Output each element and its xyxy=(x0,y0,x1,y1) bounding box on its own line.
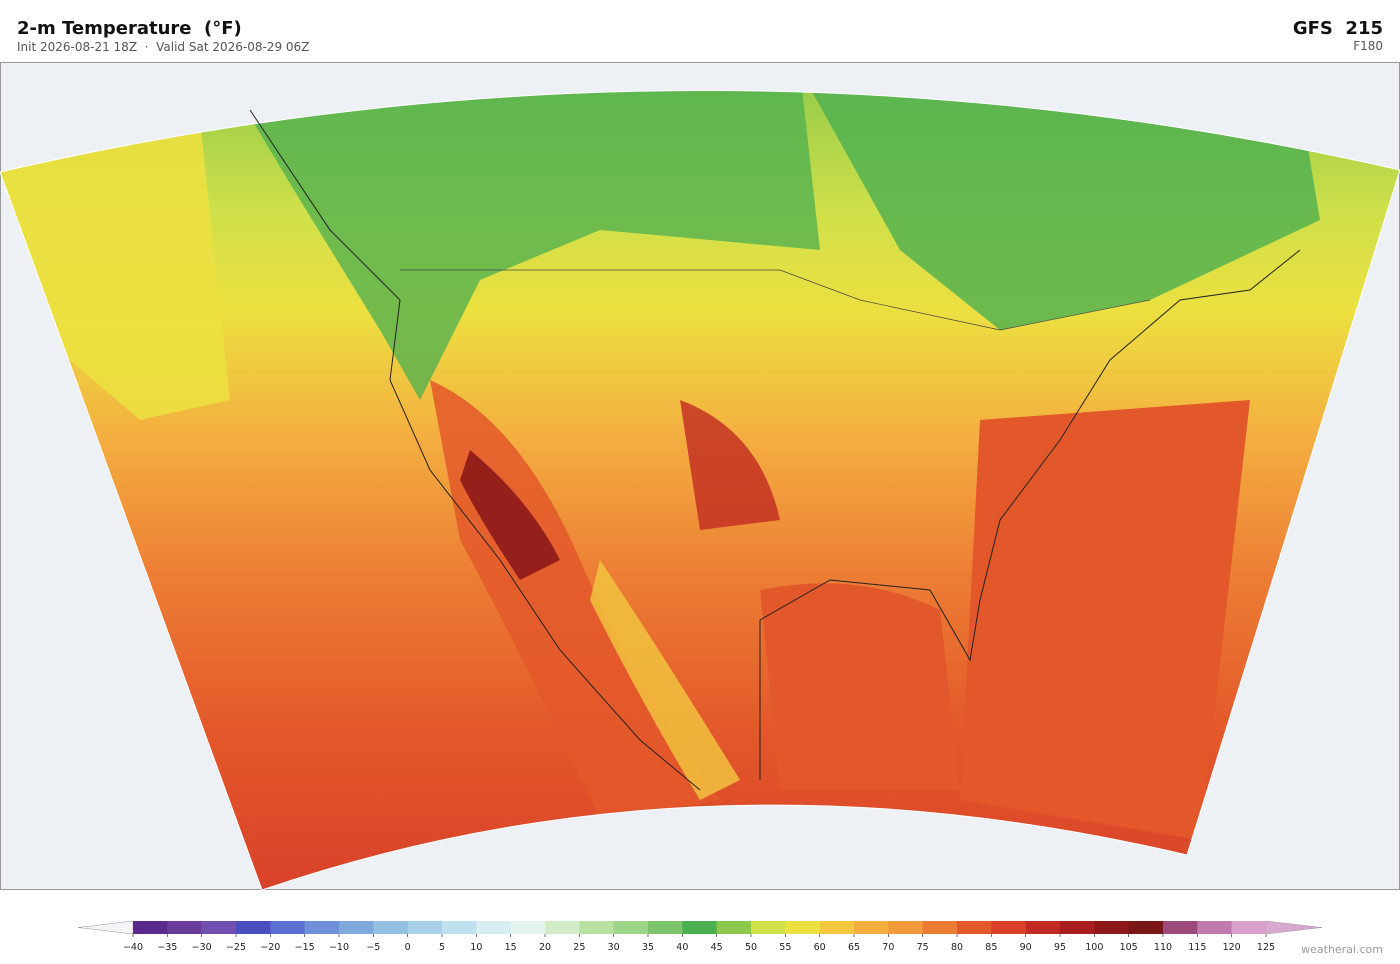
colorbar-bin xyxy=(236,921,271,934)
colorbar-bin xyxy=(819,921,855,934)
colorbar-bin xyxy=(133,921,168,934)
colorbar-bin xyxy=(1163,921,1198,934)
colorbar-bin xyxy=(304,921,340,934)
colorbar: −40 −35 −30 −25 −20 −15 −10 −5 0 5 10 15 20 25 30 35 40 4… xyxy=(77,920,1323,953)
colorbar-bin xyxy=(1231,921,1267,934)
colorbar-over xyxy=(1265,920,1323,935)
colorbar-tick-label: 50 xyxy=(745,942,757,953)
colorbar-bin xyxy=(579,921,614,934)
colorbar-tick-label: 55 xyxy=(779,942,791,953)
colorbar-tick-label: −10 xyxy=(329,942,349,953)
colorbar-tick-label: 100 xyxy=(1085,942,1103,953)
colorbar-tick-label: −20 xyxy=(260,942,280,953)
colorbar-tick-label: 15 xyxy=(505,942,517,953)
colorbar-bin xyxy=(510,921,546,934)
colorbar-tick-label: 95 xyxy=(1054,942,1066,953)
forecast-hour: F180 xyxy=(1353,39,1383,53)
colorbar-tick-label: −35 xyxy=(157,942,177,953)
coastline xyxy=(249,109,1301,791)
border xyxy=(400,269,1151,331)
colorbar-bin xyxy=(167,921,202,934)
colorbar-bin xyxy=(1128,921,1164,934)
colorbar-tick-label: 120 xyxy=(1223,942,1241,953)
colorbar-bin xyxy=(270,921,305,934)
colorbar-bin xyxy=(1197,921,1232,934)
colorbar-bin xyxy=(957,921,992,934)
colorbar-tick-label: 0 xyxy=(405,942,411,953)
colorbar-bin xyxy=(854,921,889,934)
map xyxy=(0,62,1400,891)
colorbar-tick-label: 105 xyxy=(1120,942,1138,953)
colorbar-tick-label: 10 xyxy=(470,942,482,953)
colorbar-tick-label: −15 xyxy=(295,942,315,953)
colorbar-tick-label: 25 xyxy=(573,942,585,953)
colorbar-bin xyxy=(613,921,649,934)
colorbar-tick-label: 90 xyxy=(1020,942,1032,953)
colorbar-bin xyxy=(888,921,923,934)
colorbar-bin xyxy=(1094,921,1129,934)
watermark: weatherai.com xyxy=(1301,943,1383,956)
colorbar-tick-label: 35 xyxy=(642,942,654,953)
colorbar-bin xyxy=(682,921,717,934)
colorbar-bin xyxy=(922,921,958,934)
colorbar-tick-label: 85 xyxy=(985,942,997,953)
subtitle: Init 2026-08-21 18Z · Valid Sat 2026-08-… xyxy=(17,40,309,54)
colorbar-bin xyxy=(545,921,580,934)
colorbar-tick-label: 30 xyxy=(608,942,620,953)
colorbar-tick-label: 80 xyxy=(951,942,963,953)
colorbar-tick-label: 110 xyxy=(1154,942,1172,953)
colorbar-bin xyxy=(442,921,477,934)
title: 2-m Temperature (°F) xyxy=(17,18,242,39)
colorbar-bin xyxy=(201,921,237,934)
colorbar-tick-label: 45 xyxy=(711,942,723,953)
colorbar-under xyxy=(77,920,134,935)
colorbar-bin xyxy=(373,921,408,934)
temperature-field xyxy=(0,90,1400,891)
colorbar-bin xyxy=(476,921,511,934)
colorbar-bin xyxy=(407,921,443,934)
colorbar-bin xyxy=(1060,921,1095,934)
colorbar-bin xyxy=(751,921,786,934)
colorbar-bin xyxy=(1025,921,1061,934)
colorbar-tick-label: 20 xyxy=(539,942,551,953)
colorbar-tick-label: 60 xyxy=(814,942,826,953)
colorbar-bin xyxy=(648,921,683,934)
colorbar-tick-label: −30 xyxy=(192,942,212,953)
colorbar-tick-label: 5 xyxy=(439,942,445,953)
colorbar-tick-label: −25 xyxy=(226,942,246,953)
colorbar-tick-label: 40 xyxy=(676,942,688,953)
colorbar-bin xyxy=(716,921,752,934)
colorbar-tick-label: 75 xyxy=(917,942,929,953)
colorbar-bin xyxy=(339,921,374,934)
colorbar-bin xyxy=(785,921,820,934)
colorbar-tick-label: 115 xyxy=(1188,942,1206,953)
colorbar-tick-label: 70 xyxy=(882,942,894,953)
colorbar-tick-label: 65 xyxy=(848,942,860,953)
colorbar-tick-label: −40 xyxy=(123,942,143,953)
colorbar-tick-label: −5 xyxy=(366,942,380,953)
colorbar-bin xyxy=(991,921,1026,934)
colorbar-tick-label: 125 xyxy=(1257,942,1275,953)
model-label: GFS 215 xyxy=(1293,18,1383,39)
